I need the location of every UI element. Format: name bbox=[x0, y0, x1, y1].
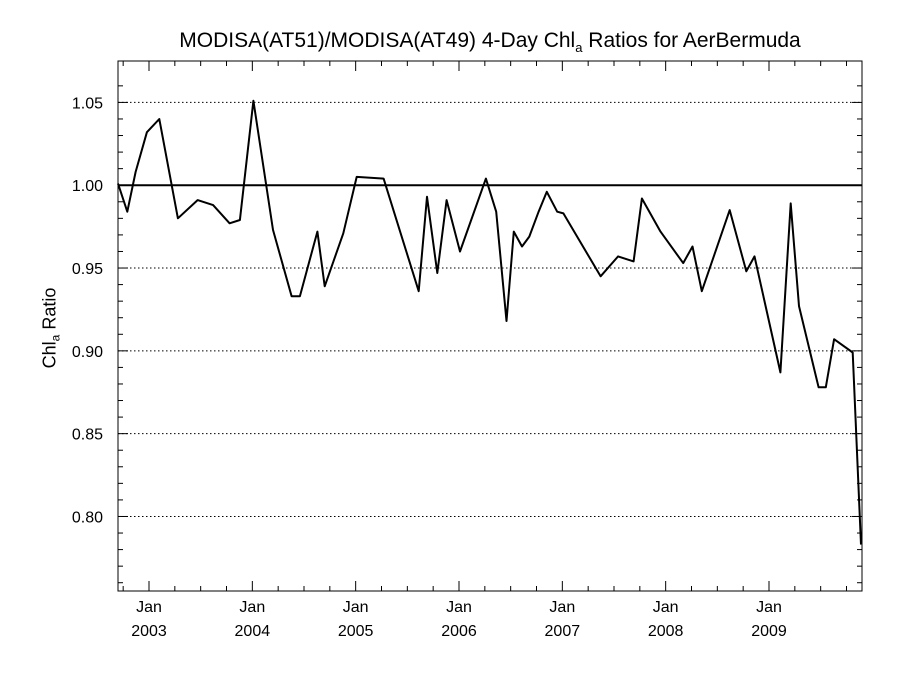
y-tick-label: 0.95 bbox=[72, 261, 103, 278]
x-tick-year-label: 2007 bbox=[545, 623, 581, 640]
y-tick-label: 1.00 bbox=[72, 178, 103, 195]
ylabel-text-main: Chl bbox=[39, 341, 60, 369]
x-tick-month-label: Jan bbox=[239, 599, 265, 616]
y-tick-label: 0.85 bbox=[72, 427, 103, 444]
x-tick-year-label: 2003 bbox=[131, 623, 167, 640]
x-tick-year-label: 2004 bbox=[235, 623, 271, 640]
x-tick-month-label: Jan bbox=[653, 599, 679, 616]
x-tick-month-label: Jan bbox=[756, 599, 782, 616]
y-tick-label: 0.80 bbox=[72, 509, 103, 526]
ylabel-text-end: Ratio bbox=[39, 287, 60, 335]
x-tick-year-label: 2009 bbox=[751, 623, 787, 640]
x-tick-month-label: Jan bbox=[136, 599, 162, 616]
title-text-end: Ratios for AerBermuda bbox=[582, 29, 801, 52]
plot-frame bbox=[117, 60, 863, 592]
x-tick-year-label: 2005 bbox=[338, 623, 374, 640]
y-tick-label: 0.90 bbox=[72, 344, 103, 361]
x-tick-month-label: Jan bbox=[549, 599, 575, 616]
title-text-main: MODISA(AT51)/MODISA(AT49) 4-Day Chl bbox=[179, 29, 576, 52]
x-tick-month-label: Jan bbox=[343, 599, 369, 616]
ylabel-subscript: a bbox=[48, 334, 63, 342]
ratio-series-line bbox=[117, 99, 862, 545]
tick-labels: 0.80 0.85 0.90 0.95 1.00 1.05 Jan 2003 Jan 2004 Ja… bbox=[72, 95, 787, 640]
x-tick-year-label: 2006 bbox=[441, 623, 477, 640]
y-tick-label: 1.05 bbox=[72, 95, 103, 112]
x-tick-year-label: 2008 bbox=[648, 623, 684, 640]
x-tick-month-label: Jan bbox=[446, 599, 472, 616]
chart-title: MODISA(AT51)/MODISA(AT49) 4-Day Chla Rat… bbox=[118, 29, 862, 55]
axis-ticks bbox=[118, 61, 862, 591]
grid-lines bbox=[118, 101, 862, 517]
title-subscript: a bbox=[575, 40, 583, 55]
y-axis-label: Chla Ratio bbox=[39, 287, 63, 369]
